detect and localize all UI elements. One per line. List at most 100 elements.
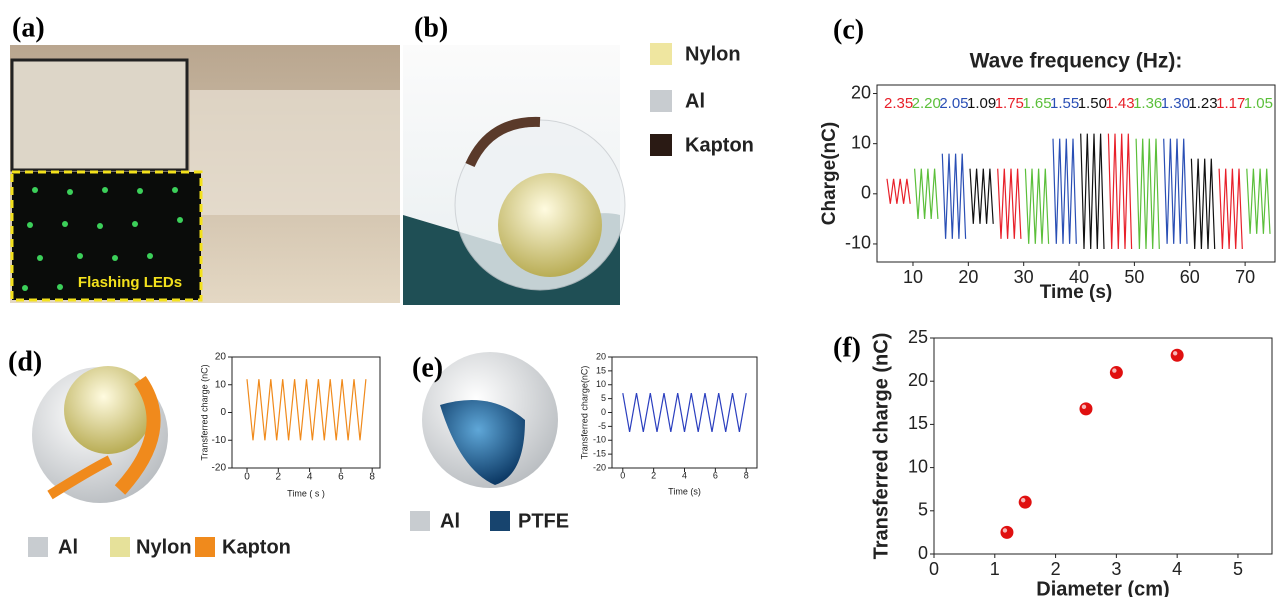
series-line bbox=[1052, 138, 1077, 244]
panel-label: (b) bbox=[414, 12, 448, 43]
legend-label: 2.35 bbox=[884, 95, 913, 112]
series-line bbox=[997, 168, 1022, 239]
y-tick-label: 0 bbox=[861, 183, 871, 203]
series-line bbox=[1135, 138, 1160, 250]
plot-frame bbox=[876, 84, 1276, 263]
scatter-point bbox=[1018, 495, 1032, 509]
scatter-point bbox=[1000, 525, 1014, 539]
legend-swatch bbox=[650, 43, 672, 65]
legend-label: 1.50 bbox=[1078, 95, 1107, 112]
y-tick-label: -10 bbox=[593, 435, 606, 445]
x-axis-label: Time (s) bbox=[668, 486, 701, 496]
scatter-point bbox=[1109, 366, 1123, 380]
x-tick-label: 8 bbox=[744, 470, 749, 480]
x-tick-label: 20 bbox=[958, 267, 978, 287]
y-tick-label: -20 bbox=[593, 462, 606, 472]
x-tick-label: 3 bbox=[1111, 559, 1121, 579]
legend-swatch bbox=[650, 90, 672, 112]
y-tick-label: 20 bbox=[851, 82, 871, 102]
panel-label: (e) bbox=[412, 352, 443, 383]
x-tick-label: 0 bbox=[620, 470, 625, 480]
series-line bbox=[941, 153, 967, 239]
y-tick-label: 10 bbox=[851, 132, 871, 152]
y-tick-label: 25 bbox=[908, 327, 928, 347]
legend-swatch bbox=[410, 511, 430, 531]
legend-label: 1.75 bbox=[995, 95, 1024, 112]
x-tick-label: 4 bbox=[682, 470, 687, 480]
panel-label: (c) bbox=[833, 14, 864, 45]
point-highlight bbox=[1002, 528, 1008, 533]
y-tick-label: 20 bbox=[596, 351, 606, 361]
legend-label: 1.05 bbox=[1244, 95, 1273, 112]
panel-label: (f) bbox=[833, 332, 861, 363]
x-tick-label: 0 bbox=[929, 559, 939, 579]
plot-frame bbox=[933, 337, 1273, 555]
y-axis-label: Charge(nC) bbox=[819, 122, 840, 225]
y-tick-label: 15 bbox=[908, 413, 928, 433]
x-tick-label: 8 bbox=[369, 472, 375, 483]
legend-swatch bbox=[195, 537, 215, 557]
legend-label: 1.23 bbox=[1188, 95, 1217, 112]
x-axis-label: Time (s) bbox=[1040, 282, 1113, 303]
y-tick-label: 0 bbox=[220, 407, 226, 418]
y-tick-label: 5 bbox=[918, 500, 928, 520]
series-line bbox=[886, 178, 911, 204]
render-e bbox=[422, 352, 558, 488]
y-tick-label: 20 bbox=[908, 370, 928, 390]
point-highlight bbox=[1020, 497, 1026, 503]
render-d bbox=[32, 366, 168, 503]
x-tick-label: 2 bbox=[276, 472, 282, 483]
x-tick-label: 40 bbox=[1069, 267, 1089, 287]
y-tick-label: 0 bbox=[918, 543, 928, 563]
series-line bbox=[1190, 158, 1216, 250]
y-axis-label: Transferred charge (nC) bbox=[870, 333, 892, 560]
x-tick-label: 0 bbox=[244, 472, 250, 483]
scatter-point bbox=[1170, 348, 1184, 362]
y-tick-label: 0 bbox=[601, 407, 606, 417]
y-axis-label: Transferred charge (nC) bbox=[199, 364, 209, 460]
legend-swatch bbox=[650, 134, 672, 156]
render-b bbox=[403, 45, 626, 305]
legend-label: Al bbox=[440, 510, 460, 532]
legend-label: Kapton bbox=[222, 536, 291, 558]
panel-label: (a) bbox=[12, 12, 45, 43]
legend-label: 2.05 bbox=[939, 95, 968, 112]
x-axis-label: Time ( s ) bbox=[287, 488, 325, 498]
legend-label: 1.36 bbox=[1133, 95, 1162, 112]
point-highlight bbox=[1112, 368, 1117, 373]
inset-text: Flashing LEDs bbox=[78, 274, 182, 291]
series-line bbox=[914, 168, 939, 219]
x-tick-label: 5 bbox=[1233, 559, 1243, 579]
y-tick-label: -5 bbox=[598, 421, 606, 431]
legend-label: 1.17 bbox=[1216, 95, 1245, 112]
legend-label: 1.65 bbox=[1022, 95, 1051, 112]
x-tick-label: 30 bbox=[1014, 267, 1034, 287]
y-tick-label: 10 bbox=[215, 379, 227, 390]
legend-label: Al bbox=[58, 536, 78, 558]
point-highlight bbox=[1172, 351, 1178, 356]
chart-title: Wave frequency (Hz): bbox=[970, 50, 1183, 73]
series-line bbox=[1080, 133, 1105, 250]
y-tick-label: 10 bbox=[596, 379, 606, 389]
x-tick-label: 6 bbox=[338, 472, 344, 483]
legend-label: 2.20 bbox=[912, 95, 941, 112]
legend-label: Kapton bbox=[685, 134, 754, 156]
x-tick-label: 50 bbox=[1124, 267, 1144, 287]
x-tick-label: 10 bbox=[903, 267, 923, 287]
series-line bbox=[1163, 138, 1188, 244]
x-axis-label: Diameter (cm) bbox=[1036, 578, 1169, 597]
series-line bbox=[1107, 133, 1133, 250]
series-line bbox=[1024, 168, 1050, 244]
panel-label: (d) bbox=[8, 346, 42, 377]
legend-label: Nylon bbox=[136, 536, 192, 558]
legend-label: PTFE bbox=[518, 510, 569, 532]
y-tick-label: -10 bbox=[845, 233, 871, 253]
series-line bbox=[622, 392, 747, 433]
x-tick-label: 6 bbox=[713, 470, 718, 480]
x-tick-label: 2 bbox=[651, 470, 656, 480]
point-highlight bbox=[1081, 404, 1087, 410]
legend-label: 1.09 bbox=[967, 95, 996, 112]
y-tick-label: 20 bbox=[215, 352, 227, 363]
legend-label: Al bbox=[685, 90, 705, 112]
